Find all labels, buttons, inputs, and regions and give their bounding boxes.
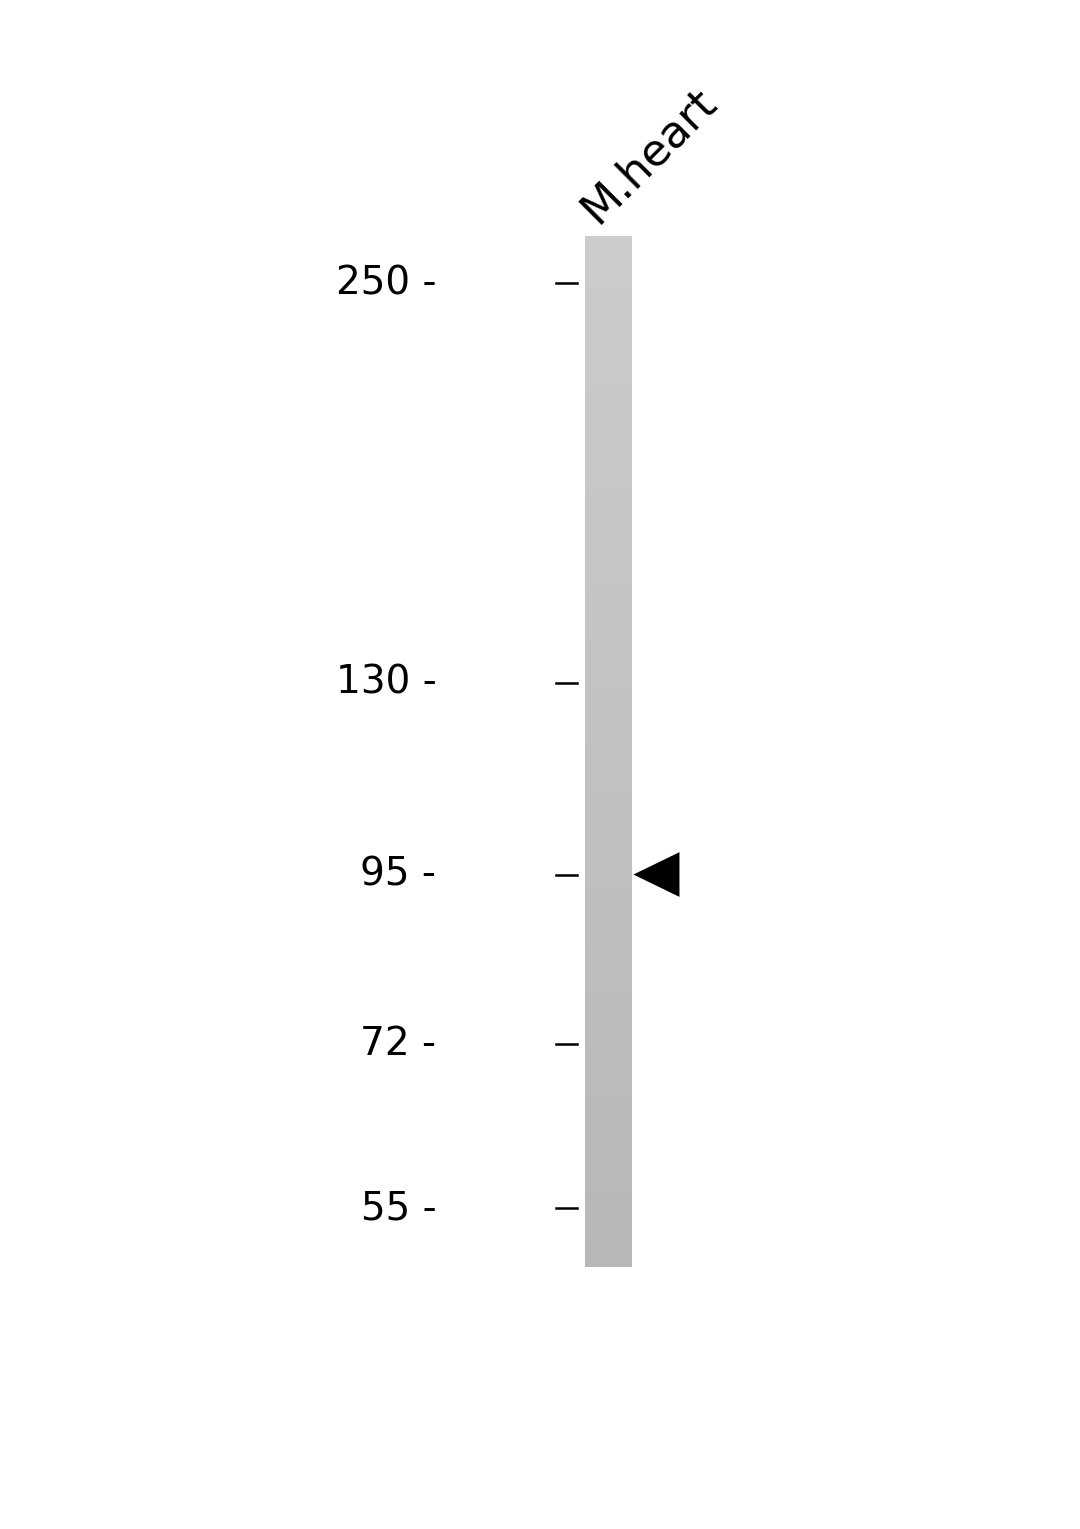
Bar (585, 868, 631, 881)
Text: 130 -: 130 - (336, 664, 436, 702)
Polygon shape (634, 852, 679, 898)
Text: 55 -: 55 - (361, 1190, 436, 1228)
Text: 250 -: 250 - (336, 265, 436, 303)
Text: M.heart: M.heart (573, 80, 725, 231)
Bar (585, 688, 631, 697)
Text: 95 -: 95 - (361, 856, 436, 893)
Text: 72 -: 72 - (361, 1024, 436, 1063)
